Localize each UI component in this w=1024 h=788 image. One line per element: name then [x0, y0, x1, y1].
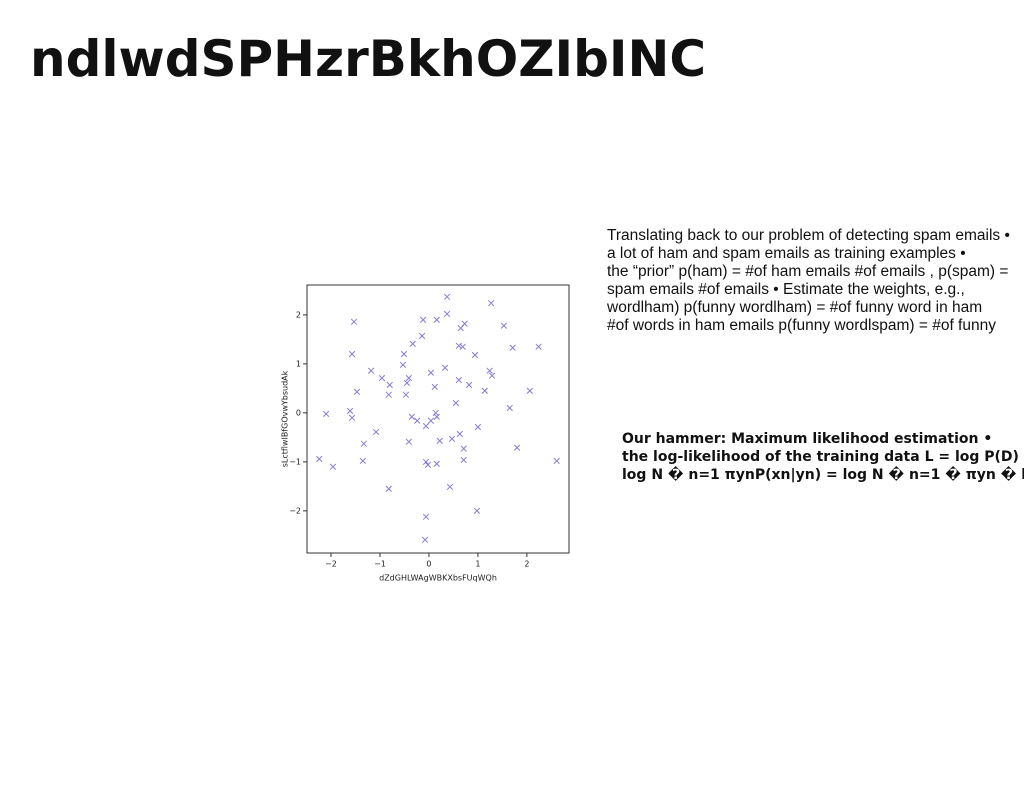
- point: [448, 435, 456, 442]
- text-line: #of words in ham emails p(funny wordlspa…: [607, 317, 996, 334]
- point: [322, 410, 330, 418]
- point: [461, 320, 468, 327]
- point: [427, 417, 435, 424]
- point: [409, 340, 416, 347]
- text-line: Translating back to our problem of detec…: [607, 227, 1010, 244]
- point: [418, 332, 426, 340]
- y-tick-label: 1: [296, 359, 301, 368]
- point: [419, 316, 427, 323]
- point: [405, 374, 413, 382]
- x-tick-label: −2: [325, 560, 337, 569]
- point: [403, 379, 411, 387]
- point: [436, 437, 443, 444]
- point: [460, 456, 467, 464]
- point: [386, 381, 393, 389]
- point: [553, 457, 560, 465]
- point: [346, 407, 354, 415]
- point: [486, 367, 493, 374]
- point: [432, 409, 439, 417]
- y-axis-label: sLctflwIBfGOvwYbsudAk: [281, 370, 290, 467]
- point: [456, 430, 463, 438]
- point: [348, 350, 356, 358]
- point: [452, 399, 460, 407]
- point: [360, 440, 367, 447]
- point: [422, 458, 430, 466]
- text-line: the “prior” p(ham) = #of ham emails #of …: [607, 263, 1009, 280]
- point: [422, 513, 430, 520]
- point: [399, 361, 407, 369]
- note: Our hammer: Maximum likelihood estimatio…: [622, 430, 1024, 484]
- text-line: a lot of ham and spam emails as training…: [607, 245, 966, 262]
- point: [535, 343, 542, 350]
- x-tick-label: 2: [524, 560, 529, 569]
- point: [500, 322, 508, 329]
- point: [433, 413, 440, 420]
- point: [372, 428, 380, 436]
- plot-frame: [306, 284, 570, 554]
- point: [441, 364, 449, 371]
- point: [422, 422, 430, 430]
- point: [350, 318, 358, 325]
- point: [367, 367, 375, 374]
- point: [473, 507, 481, 515]
- text-line: log N � n=1 πynP(xn|yn) = log N � n=1 � …: [622, 467, 1024, 483]
- point: [385, 391, 392, 398]
- point: [408, 413, 415, 420]
- point: [421, 536, 429, 543]
- point: [455, 376, 462, 384]
- point: [433, 316, 440, 323]
- scatter-chart: −2 −1 0 1 2 −2 −1 0 1 2 dZdGHLWAgWBKXbsFUqWQh sLctf…: [281, 284, 570, 583]
- point: [481, 387, 488, 394]
- y-tick-label: 2: [296, 310, 301, 319]
- point: [488, 372, 496, 379]
- point: [446, 483, 454, 491]
- text-line: spam emails #of emails • Estimate the we…: [607, 281, 965, 298]
- text-line: Our hammer: Maximum likelihood estimatio…: [622, 431, 993, 447]
- y-tick-label: −2: [289, 506, 301, 515]
- point: [465, 381, 473, 389]
- paragraph: Translating back to our problem of detec…: [607, 227, 1010, 335]
- point: [400, 350, 408, 358]
- point: [474, 423, 482, 431]
- point: [316, 455, 323, 463]
- x-axis-label: dZdGHLWAgWBKXbsFUqWQh: [379, 574, 497, 583]
- text-line: the log-likelihood of the training data …: [622, 449, 1019, 465]
- point: [414, 417, 421, 424]
- point: [513, 444, 521, 451]
- point: [378, 374, 386, 382]
- point: [402, 391, 410, 398]
- point: [385, 485, 392, 492]
- x-tick-label: 1: [475, 560, 480, 569]
- point: [526, 387, 533, 394]
- point: [433, 460, 440, 467]
- point: [424, 461, 432, 468]
- point: [471, 351, 479, 359]
- point: [487, 299, 495, 307]
- point: [443, 310, 451, 318]
- point: [443, 293, 451, 300]
- x-tick-label: 0: [426, 560, 431, 569]
- point: [455, 342, 462, 349]
- point: [460, 445, 467, 452]
- slide-title: ndlwdSPHzrBkhOZIbINC: [30, 30, 707, 88]
- point: [329, 463, 337, 470]
- point: [459, 343, 466, 350]
- point: [506, 404, 513, 412]
- point: [431, 383, 438, 391]
- x-tick-label: −1: [374, 560, 386, 569]
- y-tick-label: 0: [296, 408, 301, 417]
- point: [509, 344, 516, 351]
- point: [405, 438, 413, 445]
- point: [353, 388, 361, 395]
- point: [427, 369, 435, 376]
- text-line: wordlham) p(funny wordlham) = #of funny …: [607, 299, 983, 316]
- point: [348, 414, 356, 421]
- y-tick-label: −1: [289, 457, 301, 466]
- point: [359, 457, 366, 465]
